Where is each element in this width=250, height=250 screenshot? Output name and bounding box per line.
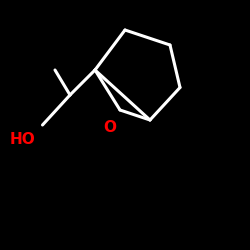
Text: O: O <box>104 120 117 135</box>
Text: HO: HO <box>10 132 36 148</box>
